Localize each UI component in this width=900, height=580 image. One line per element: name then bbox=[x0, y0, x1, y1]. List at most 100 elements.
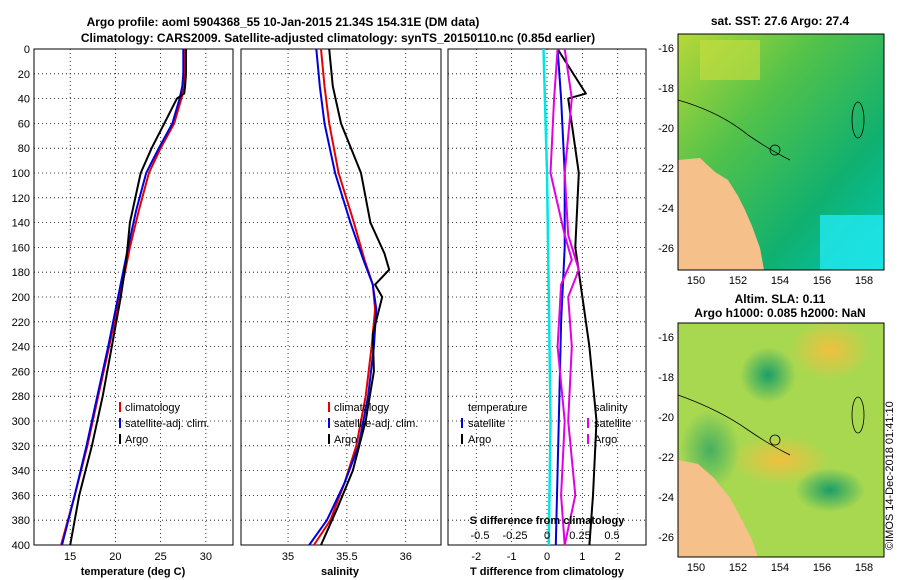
legend-satellite: satellite-adj. clim. bbox=[334, 418, 418, 430]
legend-climatology: climatology bbox=[334, 402, 390, 414]
reef-contour bbox=[769, 144, 781, 156]
salinity-legend: climatology satellite-adj. clim. Argo bbox=[328, 402, 418, 446]
title-line-2: Climatology: CARS2009. Satellite-adjuste… bbox=[81, 31, 595, 45]
map-lon-tick: 150 bbox=[687, 275, 705, 287]
sla-high bbox=[730, 435, 830, 485]
map-lat-tick: -18 bbox=[658, 372, 674, 384]
legend-t-satellite: satellite bbox=[468, 418, 505, 430]
map-lat-tick: -24 bbox=[658, 203, 674, 215]
x-tick-label: 2 bbox=[615, 551, 621, 563]
depth-tick-label: 80 bbox=[18, 143, 30, 155]
s-difference-axis-label: S difference from climatology bbox=[470, 515, 626, 527]
x-tick-label: 0 bbox=[544, 551, 550, 563]
temperature-legend: climatology satellite-adj. clim. Argo bbox=[119, 402, 209, 446]
depth-tick-label: 140 bbox=[12, 218, 30, 230]
map-lon-tick: 156 bbox=[813, 562, 831, 574]
map-lon-tick: 156 bbox=[813, 275, 831, 287]
legend-salinity-title: salinity bbox=[594, 402, 628, 414]
depth-tick-label: 60 bbox=[18, 118, 30, 130]
profile-lines bbox=[60, 48, 598, 546]
depth-tick-label: 220 bbox=[12, 317, 30, 329]
series-line-t-satellite bbox=[554, 48, 566, 546]
shelf-contour bbox=[677, 394, 791, 456]
series-line-argo bbox=[69, 49, 187, 546]
map-lat-tick: -20 bbox=[658, 412, 674, 424]
reef-contour bbox=[851, 101, 865, 139]
x-tick-label: 30 bbox=[200, 551, 212, 563]
sst-warm-patch bbox=[700, 40, 760, 80]
sla-high bbox=[790, 320, 870, 380]
sla-map-title-1: Altim. SLA: 0.11 bbox=[735, 292, 826, 306]
x-tick-label: 35 bbox=[282, 551, 294, 563]
x-tick-label: 20 bbox=[109, 551, 121, 563]
map-lat-tick: -18 bbox=[658, 83, 674, 95]
x-tick-label: 25 bbox=[155, 551, 167, 563]
depth-tick-label: 100 bbox=[12, 168, 30, 180]
x-tick-label: 1 bbox=[579, 551, 585, 563]
depth-tick-label: 240 bbox=[12, 342, 30, 354]
depth-tick-label: 200 bbox=[12, 292, 30, 304]
series-line-satellite-adj-clim- bbox=[61, 49, 185, 546]
sst-map-title: sat. SST: 27.6 Argo: 27.4 bbox=[711, 14, 850, 28]
legend-argo: Argo bbox=[334, 434, 357, 446]
legend-s-argo: Argo bbox=[594, 434, 617, 446]
salinity-axis-label: salinity bbox=[321, 566, 360, 578]
map-lat-tick: -16 bbox=[658, 43, 674, 55]
sla-low bbox=[795, 468, 865, 512]
legend-climatology: climatology bbox=[125, 402, 181, 414]
legend-temperature-title: temperature bbox=[468, 402, 527, 414]
depth-tick-label: 160 bbox=[12, 242, 30, 254]
credit-text: ©IMOS 14-Dec-2018 01:41:10 bbox=[884, 401, 896, 550]
sla-low bbox=[740, 347, 796, 403]
sst-map bbox=[677, 33, 885, 271]
t-difference-axis-label: T difference from climatology bbox=[470, 566, 625, 578]
depth-tick-label: 120 bbox=[12, 193, 30, 205]
sla-map bbox=[677, 320, 885, 558]
x-tick-label: 36 bbox=[400, 551, 412, 563]
map-lon-tick: 158 bbox=[855, 562, 873, 574]
series-line-argo bbox=[320, 48, 391, 546]
sla-map-frame bbox=[677, 322, 885, 558]
map-lat-tick: -20 bbox=[658, 123, 674, 135]
s-tick: 0.5 bbox=[604, 530, 619, 542]
map-lat-tick: -22 bbox=[658, 163, 674, 175]
map-lon-tick: 154 bbox=[771, 562, 789, 574]
series-line-t-argo bbox=[556, 48, 598, 546]
s-tick: 0 bbox=[544, 530, 550, 542]
depth-tick-label: 300 bbox=[12, 416, 30, 428]
legend-argo: Argo bbox=[125, 434, 148, 446]
map-lon-tick: 150 bbox=[687, 562, 705, 574]
s-tick: 0.25 bbox=[569, 530, 590, 542]
x-axes: 15 20 25 30 35 35.5 36 -2 -1 0 1 2 bbox=[64, 551, 621, 563]
depth-tick-label: 340 bbox=[12, 466, 30, 478]
map-lon-tick: 154 bbox=[771, 275, 789, 287]
land-australia bbox=[678, 460, 758, 557]
s-tick: -0.25 bbox=[502, 530, 527, 542]
depth-tick-label: 280 bbox=[12, 391, 30, 403]
legend-s-satellite: satellite bbox=[594, 418, 631, 430]
land-australia bbox=[678, 158, 764, 270]
x-tick-label: -2 bbox=[471, 551, 481, 563]
shelf-contour bbox=[677, 99, 791, 161]
temperature-axis-label: temperature (deg C) bbox=[81, 566, 186, 578]
series-line-satellite-adj-clim- bbox=[308, 48, 378, 546]
map-lat-tick: -24 bbox=[658, 492, 674, 504]
map-lon-tick: 152 bbox=[729, 562, 747, 574]
depth-tick-label: 20 bbox=[18, 69, 30, 81]
x-tick-label: 35.5 bbox=[336, 551, 357, 563]
map-lon-tick: 158 bbox=[855, 275, 873, 287]
series-line-s-satellite bbox=[549, 48, 573, 546]
depth-axis: 0 20 40 60 80 100 120 140 160 180 200 220 240 260 280 3… bbox=[12, 44, 30, 552]
map-lat-tick: -26 bbox=[658, 532, 674, 544]
series-line-s-argo bbox=[563, 48, 580, 546]
sla-map-title-2: Argo h1000: 0.085 h2000: NaN bbox=[694, 306, 865, 320]
map-ticks: 150 152 154 156 158 -16 -18 -20 -22 -24 -26 150 152 1… bbox=[658, 43, 873, 574]
difference-legend: temperature satellite Argo salinity sate… bbox=[461, 402, 631, 446]
depth-tick-label: 40 bbox=[18, 94, 30, 106]
map-lat-tick: -26 bbox=[658, 243, 674, 255]
depth-tick-label: 360 bbox=[12, 490, 30, 502]
map-lon-tick: 152 bbox=[729, 275, 747, 287]
depth-tick-label: 180 bbox=[12, 267, 30, 279]
depth-tick-label: 400 bbox=[12, 540, 30, 552]
temperature-panel bbox=[33, 48, 234, 546]
